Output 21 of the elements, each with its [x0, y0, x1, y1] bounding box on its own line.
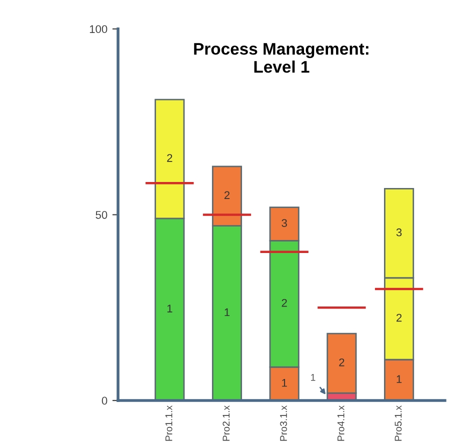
x-tick-label: Pro5.1.x: [394, 405, 402, 441]
series-label: 2: [339, 358, 344, 366]
x-tick-label: Pro3.1.x: [280, 405, 287, 441]
text: 1: [311, 374, 316, 381]
series-label: 1: [224, 308, 230, 316]
y-tick-label: 50: [96, 210, 108, 219]
text: 2: [224, 191, 230, 200]
x-tick-label: Pro2.1.x: [222, 405, 230, 441]
text: 1: [282, 379, 287, 387]
x-tick-label: Pro4.1.x: [338, 405, 344, 441]
text: 2: [396, 314, 402, 322]
text: 1: [396, 375, 402, 383]
series-label: 3: [282, 219, 287, 227]
x-tick-label: Pro1.1.x: [165, 405, 172, 441]
y-tick-label: 100: [90, 25, 108, 34]
y-tick-label: 0: [102, 396, 108, 405]
text: 3: [396, 228, 402, 236]
text: 2: [167, 154, 172, 162]
text: 1: [167, 304, 172, 312]
text: 2: [282, 299, 287, 307]
text: Process Management: Level 1: [194, 43, 368, 73]
